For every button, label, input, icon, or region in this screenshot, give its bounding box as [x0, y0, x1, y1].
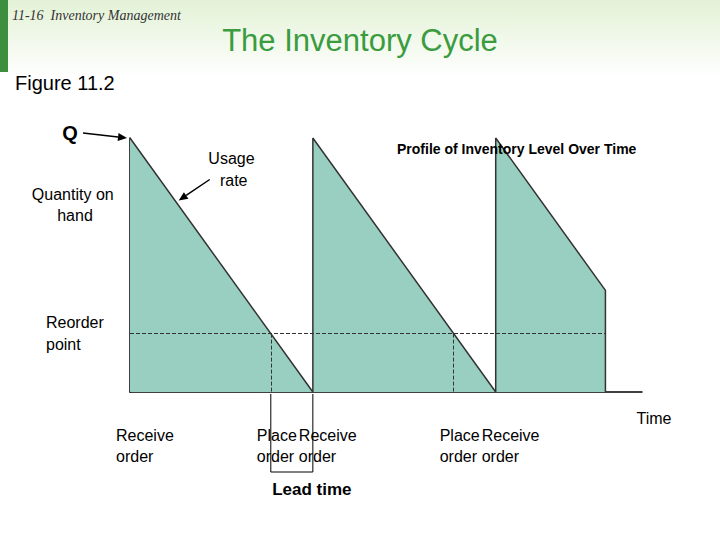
svg-text:Q: Q — [62, 122, 78, 144]
svg-text:hand: hand — [57, 207, 93, 224]
svg-text:order: order — [299, 448, 337, 465]
svg-text:order: order — [116, 448, 154, 465]
svg-text:Receive: Receive — [116, 427, 178, 444]
svg-text:Profile of Inventory Level Ove: Profile of Inventory Level Over Time — [397, 141, 637, 157]
svg-text:Receive: Receive — [299, 427, 361, 444]
svg-text:Place: Place — [440, 427, 484, 444]
svg-text:Lead time: Lead time — [272, 480, 351, 499]
svg-text:rate: rate — [220, 172, 248, 189]
svg-text:point: point — [46, 336, 81, 353]
svg-text:Figure 11.2: Figure 11.2 — [15, 72, 115, 94]
svg-text:Place: Place — [257, 427, 301, 444]
svg-text:Quantity on: Quantity on — [32, 186, 118, 203]
svg-text:order: order — [440, 448, 478, 465]
svg-text:11-16 Inventory Management: 11-16 Inventory Management — [12, 8, 182, 23]
svg-text:order: order — [257, 448, 295, 465]
svg-text:Reorder: Reorder — [46, 314, 108, 331]
svg-text:Time: Time — [637, 410, 672, 427]
svg-text:Usage: Usage — [208, 150, 259, 167]
svg-text:The Inventory Cycle: The Inventory Cycle — [222, 23, 498, 58]
svg-text:Receive: Receive — [482, 427, 544, 444]
svg-text:order: order — [482, 448, 520, 465]
